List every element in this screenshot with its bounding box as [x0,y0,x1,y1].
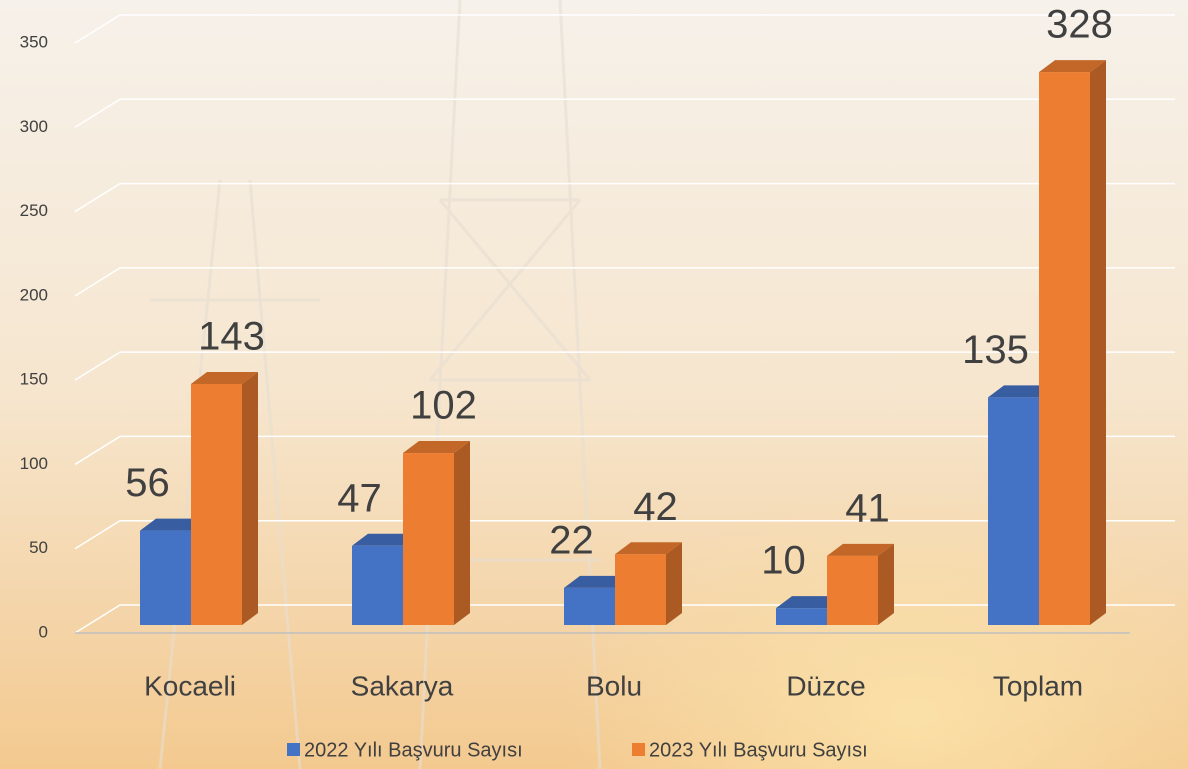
value-label: 42 [633,485,678,529]
value-label: 135 [962,328,1029,372]
y-tick-label: 300 [20,117,48,136]
value-label: 22 [549,518,594,562]
x-tick-label: Düzce [786,670,865,701]
legend-label: 2023 Yılı Başvuru Sayısı [649,739,868,761]
bar-side [454,441,470,625]
x-tick-label: Sakarya [351,670,454,701]
bar-side [1090,60,1106,625]
page: 0 50 100 150 200 250 300 350 Kocaeli 56 143 Sakarya… [0,0,1188,769]
legend-label: 2022 Yılı Başvuru Sayısı [304,739,523,761]
value-label: 328 [1046,3,1113,47]
bar [191,384,242,625]
bar-side [242,372,258,625]
bar [140,531,191,625]
y-tick-label: 0 [39,622,48,641]
x-tick-label: Toplam [993,670,1083,701]
y-tick-label: 50 [29,538,48,557]
bar-side [878,544,894,625]
y-tick-label: 250 [20,201,48,220]
y-tick-label: 350 [20,32,48,51]
value-label: 10 [761,539,806,583]
bar [988,397,1039,625]
y-tick-label: 200 [20,285,48,304]
x-tick-label: Bolu [586,670,642,701]
value-label: 102 [410,384,477,428]
x-tick-label: Kocaeli [144,670,236,701]
chart: 0 50 100 150 200 250 300 350 Kocaeli 56 143 Sakarya… [0,0,1188,769]
value-label: 56 [125,461,170,505]
bar [352,546,403,625]
bar [1039,72,1090,625]
legend-swatch [632,743,645,756]
bar-side [666,542,682,625]
value-label: 47 [337,476,382,520]
value-label: 143 [198,315,265,359]
bar [564,588,615,625]
bar [615,554,666,625]
bar [403,453,454,625]
y-tick-label: 150 [20,370,48,389]
bar [827,556,878,625]
bar [776,608,827,625]
value-label: 41 [845,486,890,530]
legend-swatch [287,743,300,756]
y-tick-label: 100 [20,454,48,473]
